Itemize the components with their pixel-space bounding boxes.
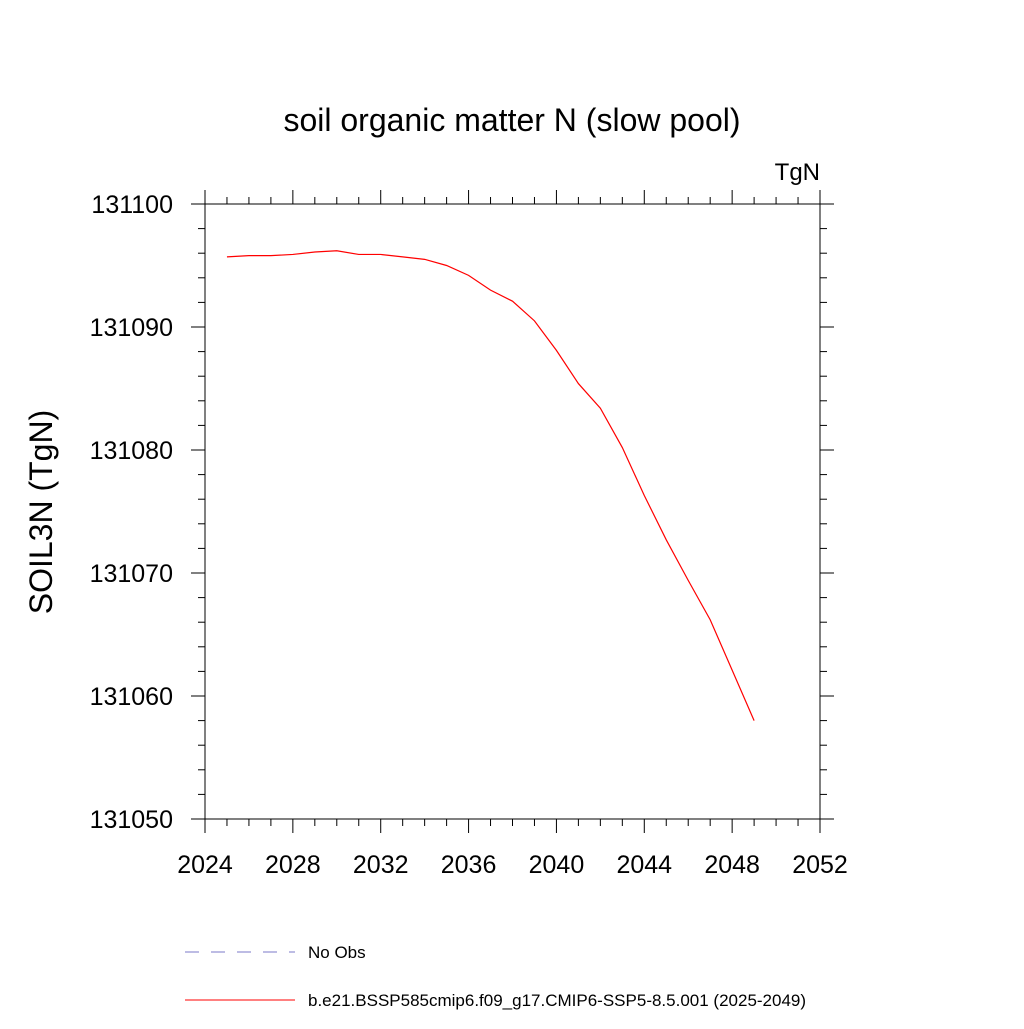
legend-label: b.e21.BSSP585cmip6.f09_g17.CMIP6-SSP5-8.…	[308, 991, 806, 1010]
legend-label: No Obs	[308, 943, 366, 962]
x-tick-label: 2032	[353, 851, 409, 879]
y-tick-label: 131090	[90, 314, 173, 342]
x-tick-label: 2036	[441, 851, 497, 879]
x-tick-label: 2040	[529, 851, 585, 879]
x-tick-label: 2028	[265, 851, 321, 879]
x-tick-label: 2024	[177, 851, 233, 879]
y-tick-label: 131080	[90, 437, 173, 465]
series-line	[226, 250, 755, 721]
y-axis-label: SOIL3N (TgN)	[23, 410, 59, 614]
y-tick-label: 131050	[90, 806, 173, 834]
x-tick-label: 2048	[704, 851, 760, 879]
y-tick-label: 131060	[90, 683, 173, 711]
x-tick-label: 2044	[616, 851, 672, 879]
axis-tick-labels: 2024 2028 2032 2036 2040 2044 2048 2052 131050 13…	[90, 191, 848, 879]
chart-title: soil organic matter N (slow pool)	[283, 102, 740, 138]
units-label: TgN	[775, 159, 820, 186]
x-tick-label: 2052	[792, 851, 848, 879]
series-layer	[226, 250, 755, 721]
y-tick-label: 131070	[90, 560, 173, 588]
plot-frame	[204, 203, 821, 820]
legend: No Obs b.e21.BSSP585cmip6.f09_g17.CMIP6-S…	[185, 943, 806, 1010]
axis-ticks	[191, 190, 834, 833]
y-tick-label: 131100	[91, 191, 173, 219]
